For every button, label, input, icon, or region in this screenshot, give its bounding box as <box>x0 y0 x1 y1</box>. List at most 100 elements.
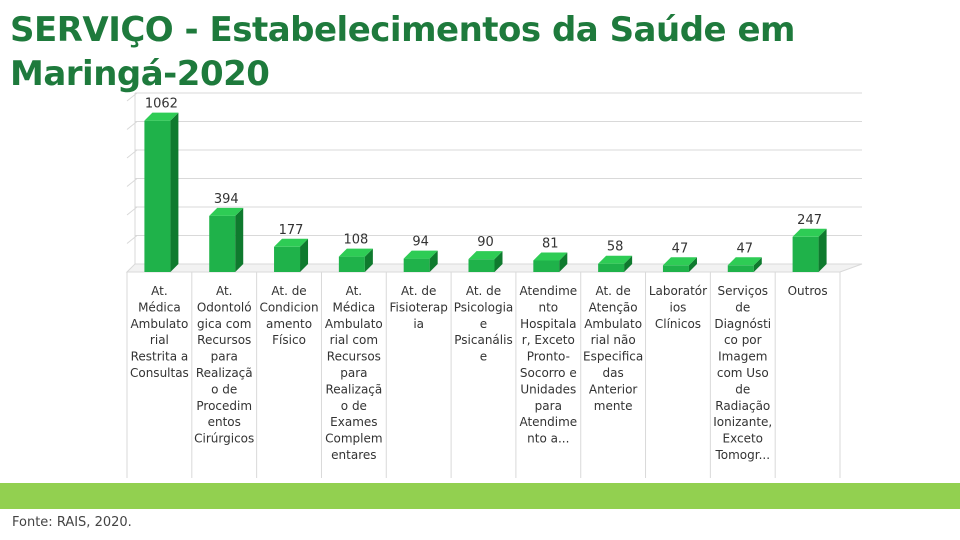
bar-front <box>144 120 171 272</box>
category-label-line: das <box>603 366 624 380</box>
bar-top <box>662 257 697 266</box>
data-label: 177 <box>279 223 304 238</box>
category-label-line: Médica <box>138 300 181 314</box>
data-label: 47 <box>672 241 689 256</box>
data-label: 108 <box>343 233 368 248</box>
category-label-line: Radiação <box>715 399 770 413</box>
bar-side <box>624 255 633 272</box>
bar-side <box>753 257 762 272</box>
chart-bars <box>144 112 827 272</box>
category-label-line: rial não <box>591 333 636 347</box>
category-label-line: Socorro e <box>520 366 577 380</box>
category-label: At. de Atenção Ambulato rial não Especifica d… <box>583 284 643 413</box>
bar-side <box>300 238 309 272</box>
category-label-line: Fisioterap <box>390 300 448 314</box>
category-label-line: co por <box>724 333 762 347</box>
category-label-line: Recursos <box>327 350 381 364</box>
category-label-line: ios <box>669 300 686 314</box>
category-label-line: para <box>340 366 367 380</box>
category-label-line: At. de <box>271 284 306 298</box>
category-label-line: rial com <box>330 333 378 347</box>
bar-top <box>533 252 568 261</box>
category-label-line: Atendime <box>519 415 577 429</box>
category-label-line: ia <box>413 317 424 331</box>
category-label: At. de Fisioterap ia <box>390 284 448 331</box>
page-title: SERVIÇO - Estabelecimentos da Saúde em M… <box>10 10 795 94</box>
bar-side <box>559 252 568 272</box>
category-label-line: At. de <box>401 284 436 298</box>
category-label-line: Anterior <box>589 382 638 396</box>
data-label: 58 <box>607 240 624 255</box>
bar-side <box>818 228 827 272</box>
category-label-line: At. <box>151 284 168 298</box>
category-label-line: para <box>535 399 562 413</box>
category-label: At. Médica Ambulato rial Restrita a Consultas <box>130 284 189 380</box>
bar-front <box>662 265 689 272</box>
category-label-line: Atendime <box>519 284 577 298</box>
bar-front <box>727 265 754 272</box>
bar-top <box>209 207 244 216</box>
category-label-line: Unidades <box>520 382 576 396</box>
chart-category-labels: At. Médica Ambulato rial Restrita a Consultas… <box>130 284 828 462</box>
category-label-line: Pronto- <box>527 350 570 364</box>
category-label-line: Serviços <box>717 284 768 298</box>
bar-front <box>209 215 236 272</box>
category-label: Outros <box>788 284 828 298</box>
category-label-line: gica com <box>197 317 251 331</box>
category-label: At. Médica Ambulato rial com Recursos para Rea… <box>325 284 383 462</box>
category-label-line: Ambulato <box>325 317 383 331</box>
category-label-line: mente <box>594 399 633 413</box>
category-label-line: Cirúrgicos <box>194 432 254 446</box>
bar-front <box>338 256 365 272</box>
category-label-line: Físico <box>272 333 306 347</box>
category-label-line: nto <box>538 300 558 314</box>
category-label-line: o de <box>341 399 367 413</box>
category-label-line: nto a... <box>527 432 569 446</box>
bar-top <box>598 255 633 264</box>
bar-front <box>533 260 560 272</box>
bar-top <box>727 257 762 266</box>
category-label-line: r, Exceto <box>522 333 575 347</box>
category-label-line: Psicologia <box>454 300 514 314</box>
data-label: 247 <box>797 213 822 228</box>
category-label-line: Ionizante, <box>713 415 772 429</box>
bar-top <box>792 228 827 237</box>
bar-front <box>598 263 625 272</box>
category-label-line: Outros <box>788 284 828 298</box>
bar-side <box>170 112 179 272</box>
category-label-line: Condicion <box>259 300 318 314</box>
category-label-line: e <box>480 350 487 364</box>
category-label-line: Psicanális <box>454 333 512 347</box>
source-note: Fonte: RAIS, 2020. <box>12 515 132 530</box>
category-label-line: rial <box>150 333 169 347</box>
category-label-line: para <box>211 350 238 364</box>
category-label-line: Recursos <box>197 333 251 347</box>
category-label-line: Realizaçã <box>325 382 382 396</box>
category-label-line: amento <box>266 317 312 331</box>
chart-data-labels: 1062 394 177 108 94 90 81 58 47 47 247 <box>145 97 822 257</box>
category-label-line: Ambulato <box>584 317 642 331</box>
category-label-line: e <box>480 317 487 331</box>
bar-front <box>468 259 495 272</box>
category-label-line: Médica <box>333 300 376 314</box>
category-label-line: Diagnósti <box>714 317 771 331</box>
footer-band <box>0 483 960 509</box>
category-label-line: de <box>735 300 750 314</box>
category-label-line: Restrita a <box>131 350 189 364</box>
category-label-line: Clínicos <box>655 317 701 331</box>
category-label: Atendime nto Hospitala r, Exceto Pronto- Soco… <box>519 284 577 446</box>
category-label-line: At. <box>216 284 233 298</box>
category-label-line: At. de <box>595 284 630 298</box>
bar-side <box>494 251 503 272</box>
category-label-line: Exames <box>330 415 377 429</box>
category-label-line: com Uso <box>717 366 769 380</box>
data-label: 81 <box>542 236 559 251</box>
category-label-line: Complem <box>325 432 382 446</box>
category-label-line: entos <box>208 415 241 429</box>
bar-front <box>403 258 430 272</box>
data-label: 394 <box>214 192 239 207</box>
category-label-line: Procedim <box>196 399 252 413</box>
bar-side <box>235 207 244 272</box>
data-label: 90 <box>477 235 494 250</box>
